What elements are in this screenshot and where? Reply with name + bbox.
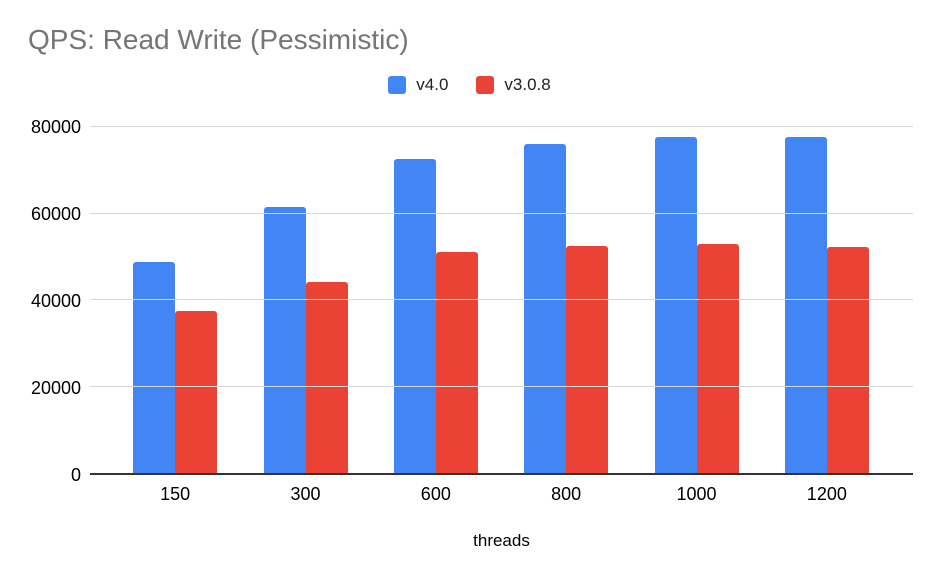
bar-v4.0-800 [524,144,567,473]
bar-v4.0-600 [393,158,436,473]
y-axis-ticks: 0 20000 40000 60000 80000 [0,118,81,484]
x-axis-title: threads [473,531,530,550]
x-axis-labels: 150 300 600 800 1000 1200 [110,484,892,506]
bar-v4.0-1200 [784,137,827,473]
legend-swatch-v3.0.8 [476,76,495,94]
x-tick-label: 800 [551,484,582,504]
x-tick-label: 300 [290,484,321,504]
y-tick-label: 60000 [30,204,81,224]
bar-v3.0.8-1000 [696,244,739,473]
bar-v4.0-150 [133,262,176,473]
bar-v3.0.8-600 [435,252,478,473]
legend-item-v3.0.8: v3.0.8 [476,75,551,95]
gridline [90,126,913,127]
x-tick-label: 150 [160,484,191,504]
y-tick-label: 20000 [30,378,81,398]
legend-item-v4.0: v4.0 [388,75,448,95]
gridline [90,212,913,214]
bar-v3.0.8-800 [566,246,609,473]
legend: v4.0 v3.0.8 [0,75,939,95]
y-tick-label: 80000 [30,117,81,137]
plot-area [90,126,913,475]
legend-swatch-v4.0 [388,76,407,94]
bar-v3.0.8-150 [175,310,218,473]
x-tick-label: 1200 [806,484,847,504]
y-tick-label: 0 [70,465,81,485]
x-tick-label: 1000 [676,484,717,504]
gridline [90,299,913,300]
legend-label: v4.0 [416,75,449,94]
x-tick-label: 600 [420,484,451,504]
bar-v4.0-1000 [654,136,697,473]
bar-v3.0.8-1200 [826,246,869,473]
chart-title: QPS: Read Write (Pessimistic) [28,24,409,55]
y-tick-label: 40000 [30,291,81,311]
gridline [90,385,913,387]
bar-v3.0.8-300 [305,282,348,473]
bar-v4.0-300 [263,207,306,473]
bars-area [110,127,892,473]
legend-label: v3.0.8 [504,75,551,94]
